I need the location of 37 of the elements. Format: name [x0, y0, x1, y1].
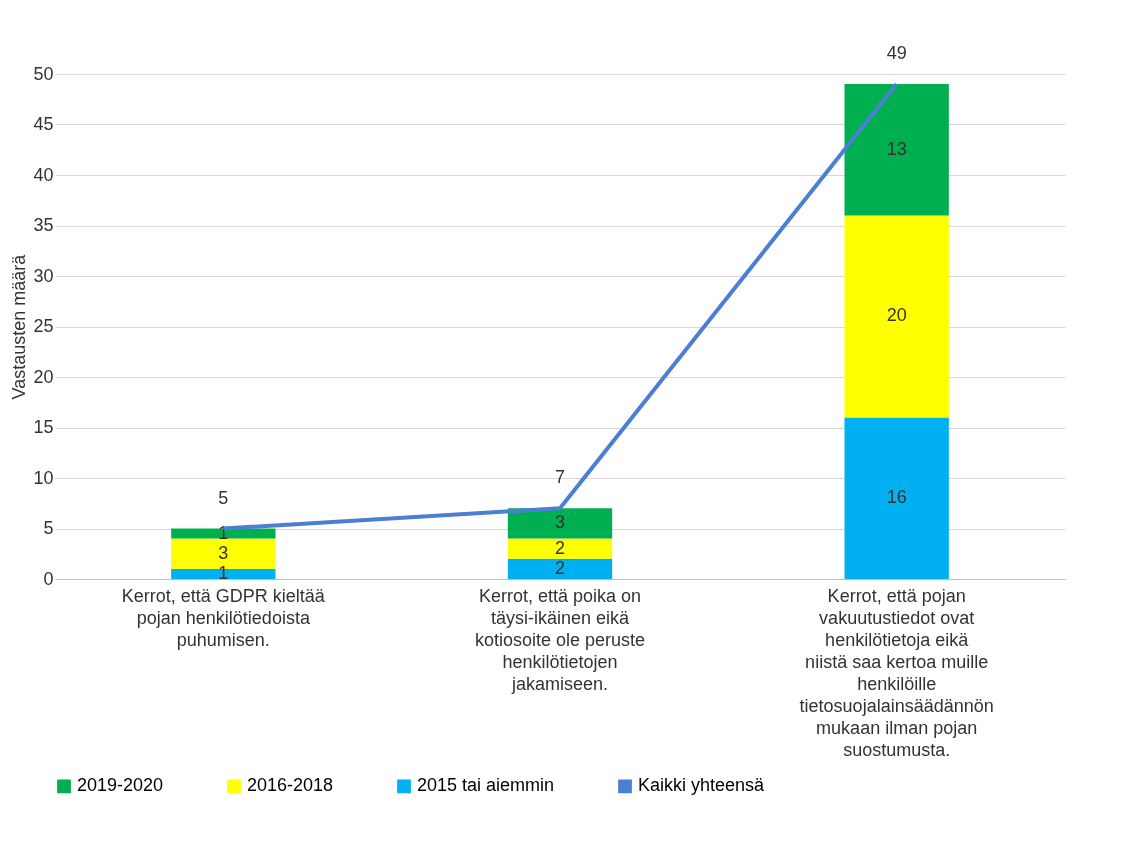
- y-axis-title: Vastausten määrä: [9, 253, 30, 400]
- legend-label: 2019-2020: [77, 775, 164, 796]
- data-label: 5: [218, 487, 229, 508]
- bar: [507, 508, 613, 539]
- bar: [844, 215, 949, 418]
- data-label: 3: [218, 542, 229, 563]
- x-tick-label: Kerrot, että GDPR kieltää pojan henkilötiedoista puhumisen.: [121, 585, 326, 650]
- y-tick-label: 35: [33, 215, 54, 235]
- legend-label: Kaikki yhteensä: [638, 775, 766, 796]
- y-tick-label: 10: [33, 467, 54, 488]
- y-tick-label: 25: [33, 316, 54, 336]
- data-label: 7: [554, 467, 566, 488]
- bar: [507, 538, 613, 559]
- y-tick-label: 0: [43, 568, 54, 589]
- x-tick-label: Kerrot, että poika on täysi-ikäinen eikä kotiosoite ole peruste henkilötietojen jakamiseen.: [474, 585, 646, 694]
- bar: [507, 558, 613, 579]
- bar: [844, 84, 949, 216]
- data-label: 49: [886, 43, 907, 64]
- bar: [844, 417, 949, 579]
- y-tick-label: 15: [33, 417, 54, 437]
- y-tick-label: 40: [33, 164, 54, 185]
- data-label: 20: [886, 305, 907, 326]
- data-label: 2: [554, 537, 566, 558]
- bar: [171, 568, 276, 579]
- legend-label: 2015 tai aiemmin: [417, 775, 555, 796]
- data-label: 16: [886, 487, 907, 508]
- data-label: 3: [554, 512, 566, 533]
- data-label: 2: [554, 557, 566, 578]
- y-tick-label: 30: [33, 265, 54, 286]
- y-tick-label: 5: [43, 518, 54, 538]
- x-tick-label: Kerrot, että pojan vakuutustiedot ovat henkilötietoja eikä niistä saa kertoa muille henkilöille tietosuojalainsäädännön mukaan ilman pojan suostumusta.: [799, 585, 994, 760]
- y-tick-label: 50: [33, 63, 54, 84]
- legend-label: 2016-2018: [247, 775, 334, 796]
- y-tick-label: 45: [33, 114, 54, 134]
- data-label: 13: [886, 138, 907, 159]
- y-tick-label: 20: [33, 366, 54, 387]
- data-label: 1: [218, 562, 229, 583]
